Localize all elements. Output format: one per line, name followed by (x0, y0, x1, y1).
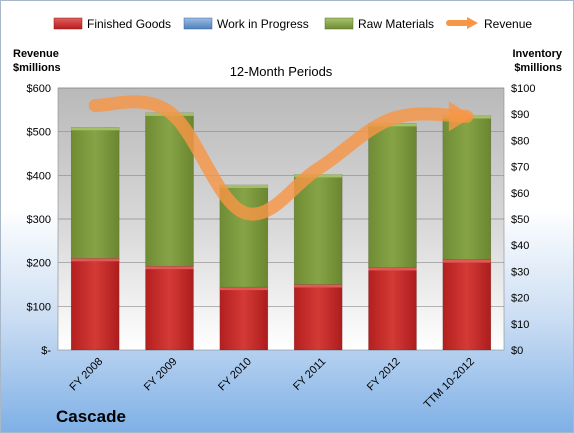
bars (70, 112, 492, 351)
bar-raw-materials (293, 174, 343, 285)
right-axis-title-line2: $millions (514, 62, 562, 74)
right-tick-label: $0 (511, 345, 523, 357)
right-tick-label: $70 (511, 162, 529, 174)
right-tick-label: $90 (511, 109, 529, 121)
x-tick-label: FY 2012 (365, 356, 403, 394)
legend-arrow-revenue (467, 17, 478, 29)
right-tick-label: $50 (511, 214, 529, 226)
bar-finished-goods (70, 258, 120, 351)
x-axis-ticks: FY 2008 FY 2009 FY 2010 FY 2011 FY 2012 TTM 1… (68, 356, 477, 411)
x-tick-label: FY 2008 (68, 356, 106, 394)
revenue-line (88, 95, 474, 221)
right-axis-title-line1: Inventory (512, 48, 562, 60)
x-tick-label: TTM 10-2012 (422, 356, 477, 411)
legend-label-finished-goods: Finished Goods (87, 17, 171, 31)
legend-swatch-work-in-progress (183, 17, 213, 30)
bar-top-finished-goods (368, 267, 417, 271)
right-tick-label: $40 (511, 240, 529, 252)
bar-top-finished-goods (145, 266, 194, 270)
left-tick-label: $600 (27, 83, 51, 95)
bar-raw-materials (368, 123, 417, 268)
legend: Finished Goods Work in Progress Raw Mate… (53, 17, 532, 31)
bar-finished-goods (293, 284, 343, 351)
bar-top-raw-materials (219, 184, 268, 188)
legend-swatch-finished-goods (53, 17, 83, 30)
bar-finished-goods (368, 267, 417, 351)
left-axis-title-line1: Revenue (13, 48, 59, 60)
bar-finished-goods (219, 286, 269, 351)
legend-label-work-in-progress: Work in Progress (217, 17, 309, 31)
right-tick-label: $20 (511, 293, 529, 305)
bar-top-finished-goods (219, 287, 268, 291)
bar-raw-materials (70, 127, 120, 259)
left-tick-label: $300 (27, 214, 51, 226)
x-tick-label: FY 2011 (291, 356, 328, 393)
x-tick-label: FY 2009 (142, 356, 180, 394)
left-tick-label: $- (41, 345, 51, 357)
revenue-arrowhead (448, 101, 473, 132)
legend-label-raw-materials: Raw Materials (358, 17, 434, 31)
bar-top-finished-goods (71, 258, 120, 262)
right-tick-label: $80 (511, 135, 529, 147)
bar-finished-goods (442, 259, 492, 351)
bar-top-raw-materials (71, 127, 120, 131)
bar-raw-materials (442, 115, 492, 260)
left-axis-title-line2: $millions (13, 62, 61, 74)
bar-top-finished-goods (294, 284, 343, 288)
company-name: Cascade (56, 407, 126, 426)
legend-swatch-raw-materials (324, 17, 354, 30)
left-axis-ticks: $- $100 $200 $300 $400 $500 $600 (27, 83, 52, 357)
left-tick-label: $400 (27, 170, 51, 182)
bar-top-finished-goods (442, 259, 491, 263)
revenue-line-group (88, 95, 474, 221)
right-tick-label: $30 (511, 266, 529, 278)
gridlines (58, 87, 504, 307)
right-tick-label: $100 (511, 83, 535, 95)
x-tick-label: FY 2010 (216, 356, 254, 394)
left-tick-label: $200 (27, 258, 51, 270)
left-tick-label: $100 (27, 301, 51, 313)
bar-finished-goods (145, 265, 194, 351)
right-tick-label: $10 (511, 319, 529, 331)
chart-subtitle: 12-Month Periods (230, 64, 333, 79)
right-axis-ticks: $0 $10 $20 $30 $40 $50 $60 $70 $80 $90 $100 (511, 83, 535, 357)
left-tick-label: $500 (27, 127, 51, 139)
right-tick-label: $60 (511, 188, 529, 200)
legend-label-revenue: Revenue (484, 17, 532, 31)
